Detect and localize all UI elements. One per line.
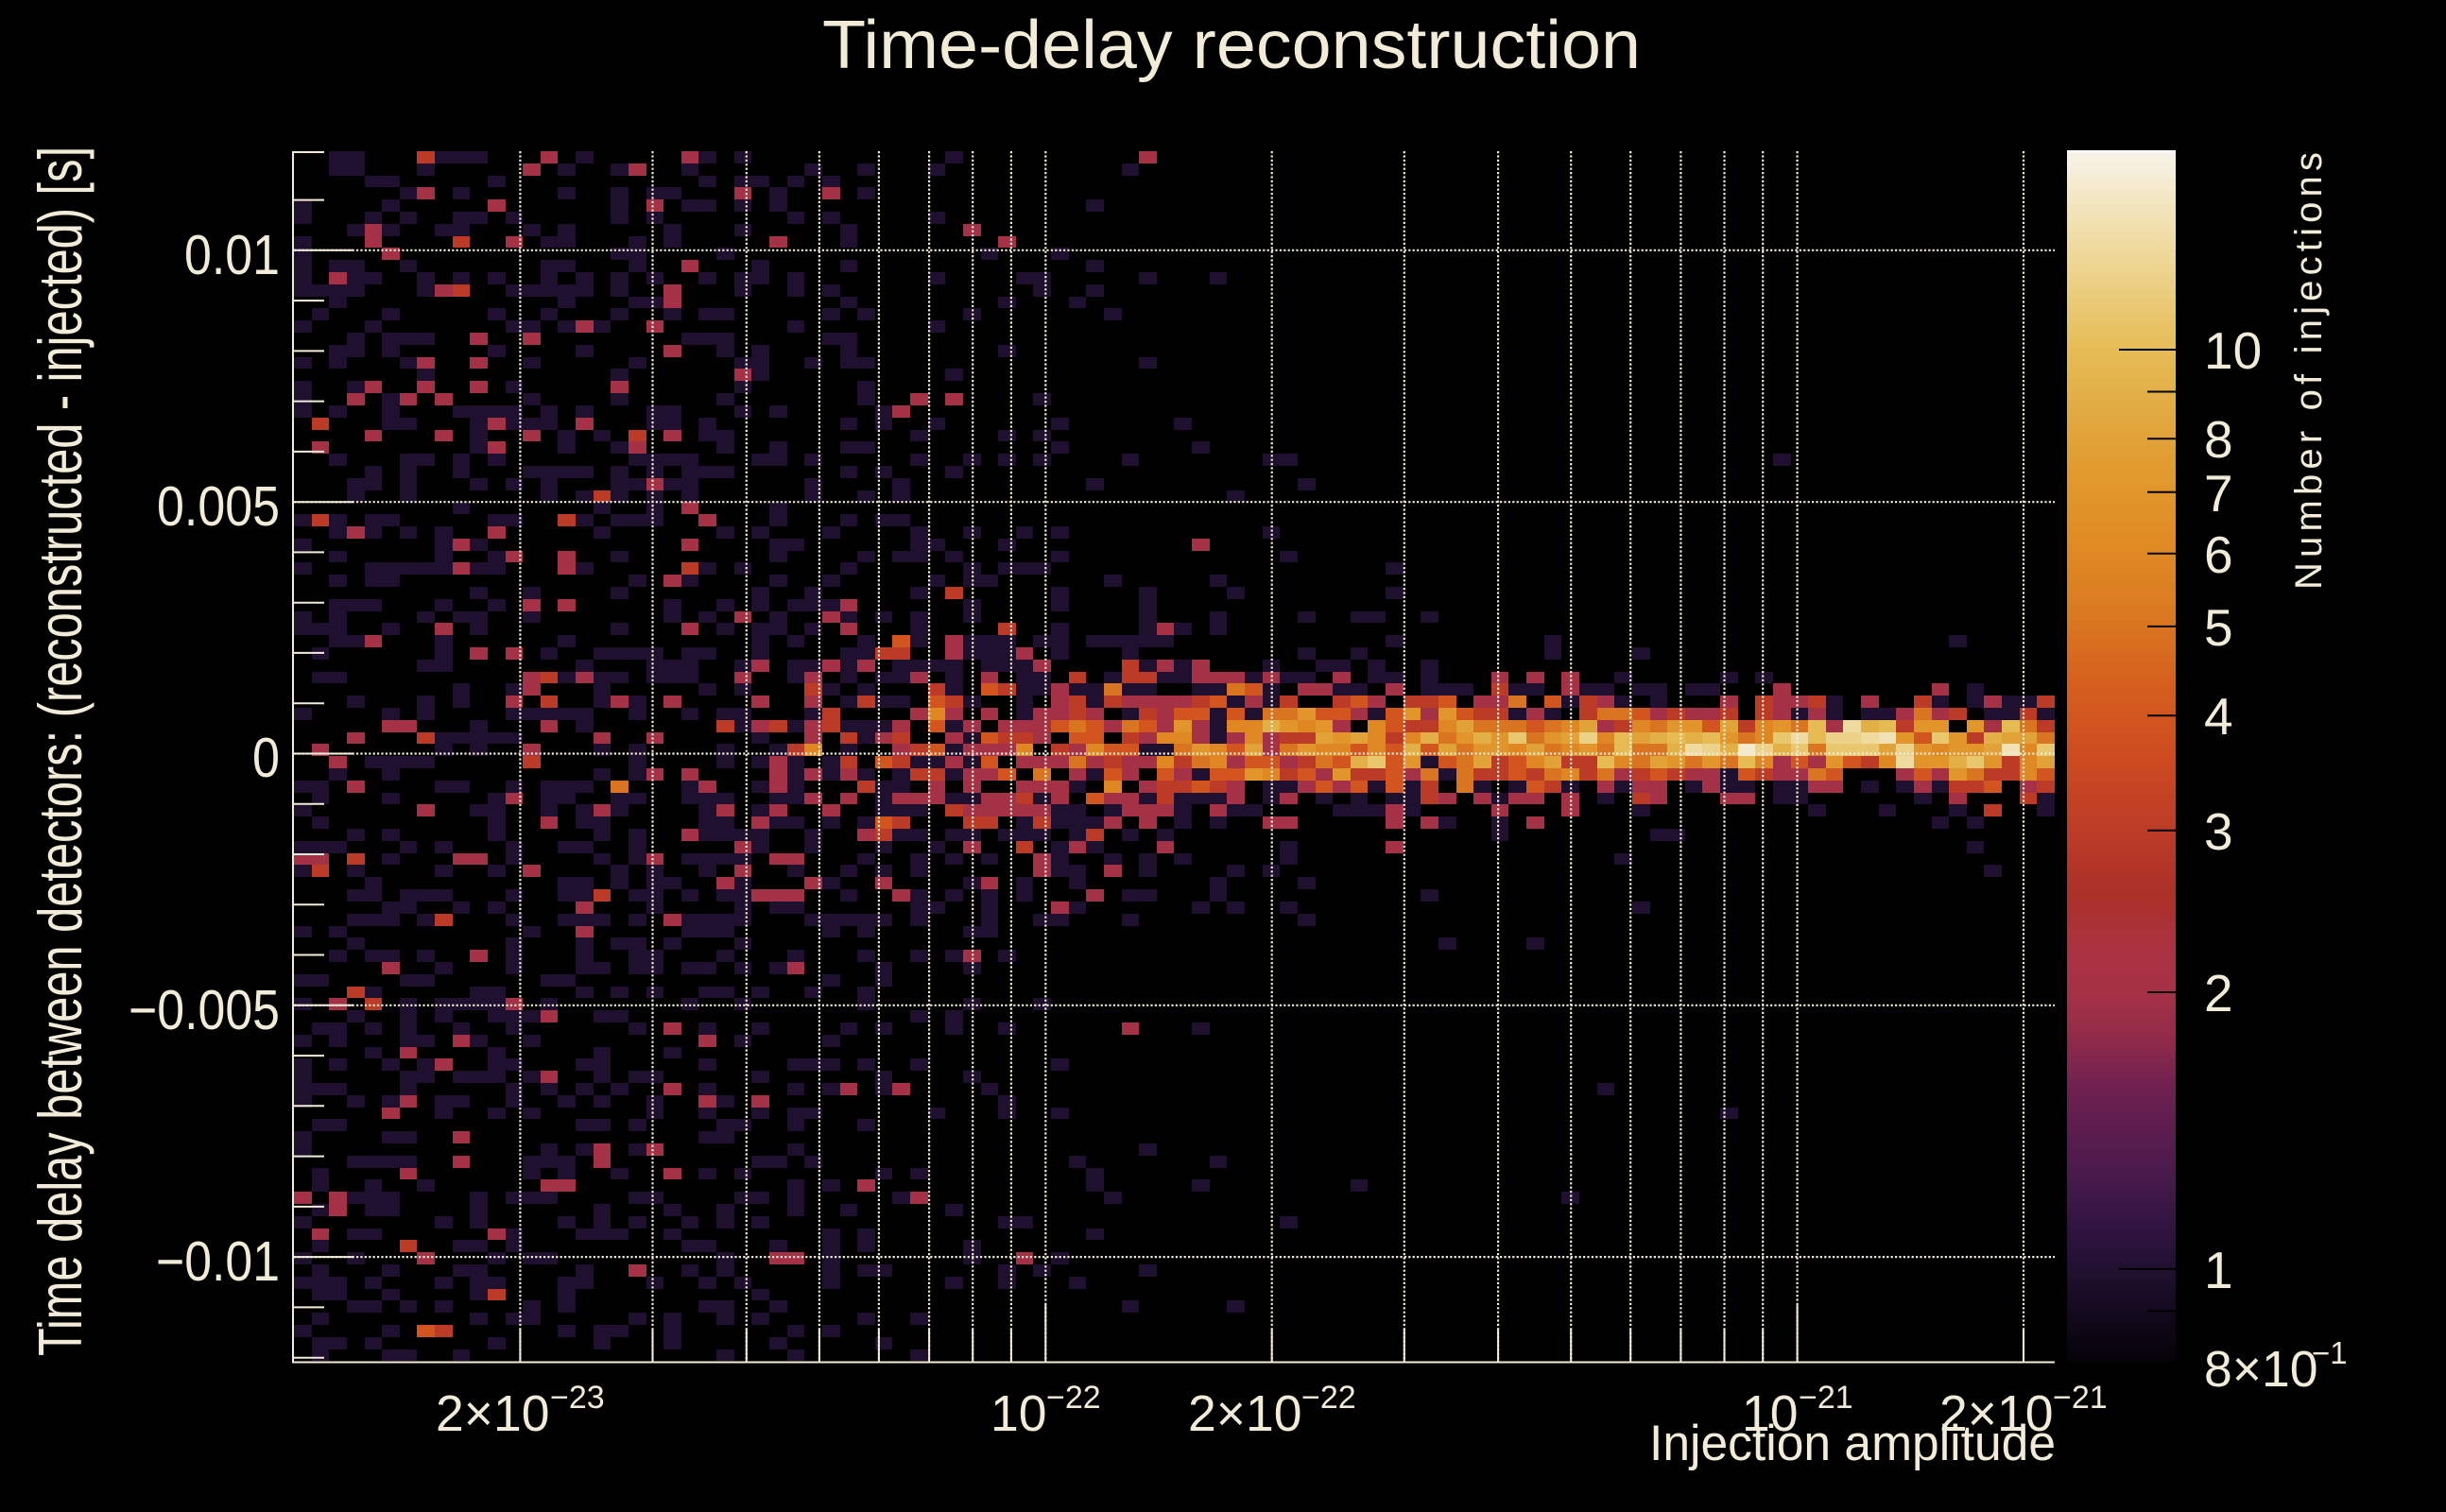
svg-text:−21: −21: [2053, 1380, 2108, 1416]
svg-text:3: 3: [2204, 802, 2233, 861]
svg-text:−0.01: −0.01: [156, 1230, 280, 1293]
svg-text:1: 1: [2204, 1241, 2233, 1299]
svg-text:0: 0: [252, 727, 280, 789]
svg-text:0.01: 0.01: [184, 224, 280, 286]
svg-text:−1: −1: [2312, 1335, 2348, 1370]
svg-text:10: 10: [1742, 1386, 1799, 1442]
svg-text:10: 10: [990, 1386, 1047, 1442]
svg-text:−23: −23: [550, 1380, 605, 1416]
svg-text:5: 5: [2204, 598, 2233, 657]
svg-text:2×10: 2×10: [1188, 1386, 1302, 1442]
svg-text:−21: −21: [1799, 1380, 1853, 1416]
svg-text:7: 7: [2204, 464, 2233, 523]
svg-text:8×10: 8×10: [2204, 1342, 2318, 1398]
svg-text:2×10: 2×10: [436, 1386, 550, 1442]
svg-text:−0.005: −0.005: [129, 979, 280, 1041]
svg-text:2×10: 2×10: [1939, 1386, 2054, 1442]
svg-text:Injection amplitude: Injection amplitude: [1649, 1416, 2056, 1471]
svg-text:10: 10: [2204, 321, 2262, 380]
svg-text:6: 6: [2204, 525, 2233, 584]
svg-text:2: 2: [2204, 964, 2233, 1022]
svg-text:4: 4: [2204, 687, 2233, 746]
svg-text:8: 8: [2204, 410, 2233, 469]
svg-text:Time delay between detectors:: Time delay between detectors: (reconstru…: [26, 146, 95, 1356]
svg-text:−22: −22: [1301, 1380, 1356, 1416]
svg-text:0.005: 0.005: [157, 475, 280, 538]
svg-text:−22: −22: [1046, 1380, 1101, 1416]
svg-text:Time-delay reconstruction: Time-delay reconstruction: [822, 8, 1641, 83]
